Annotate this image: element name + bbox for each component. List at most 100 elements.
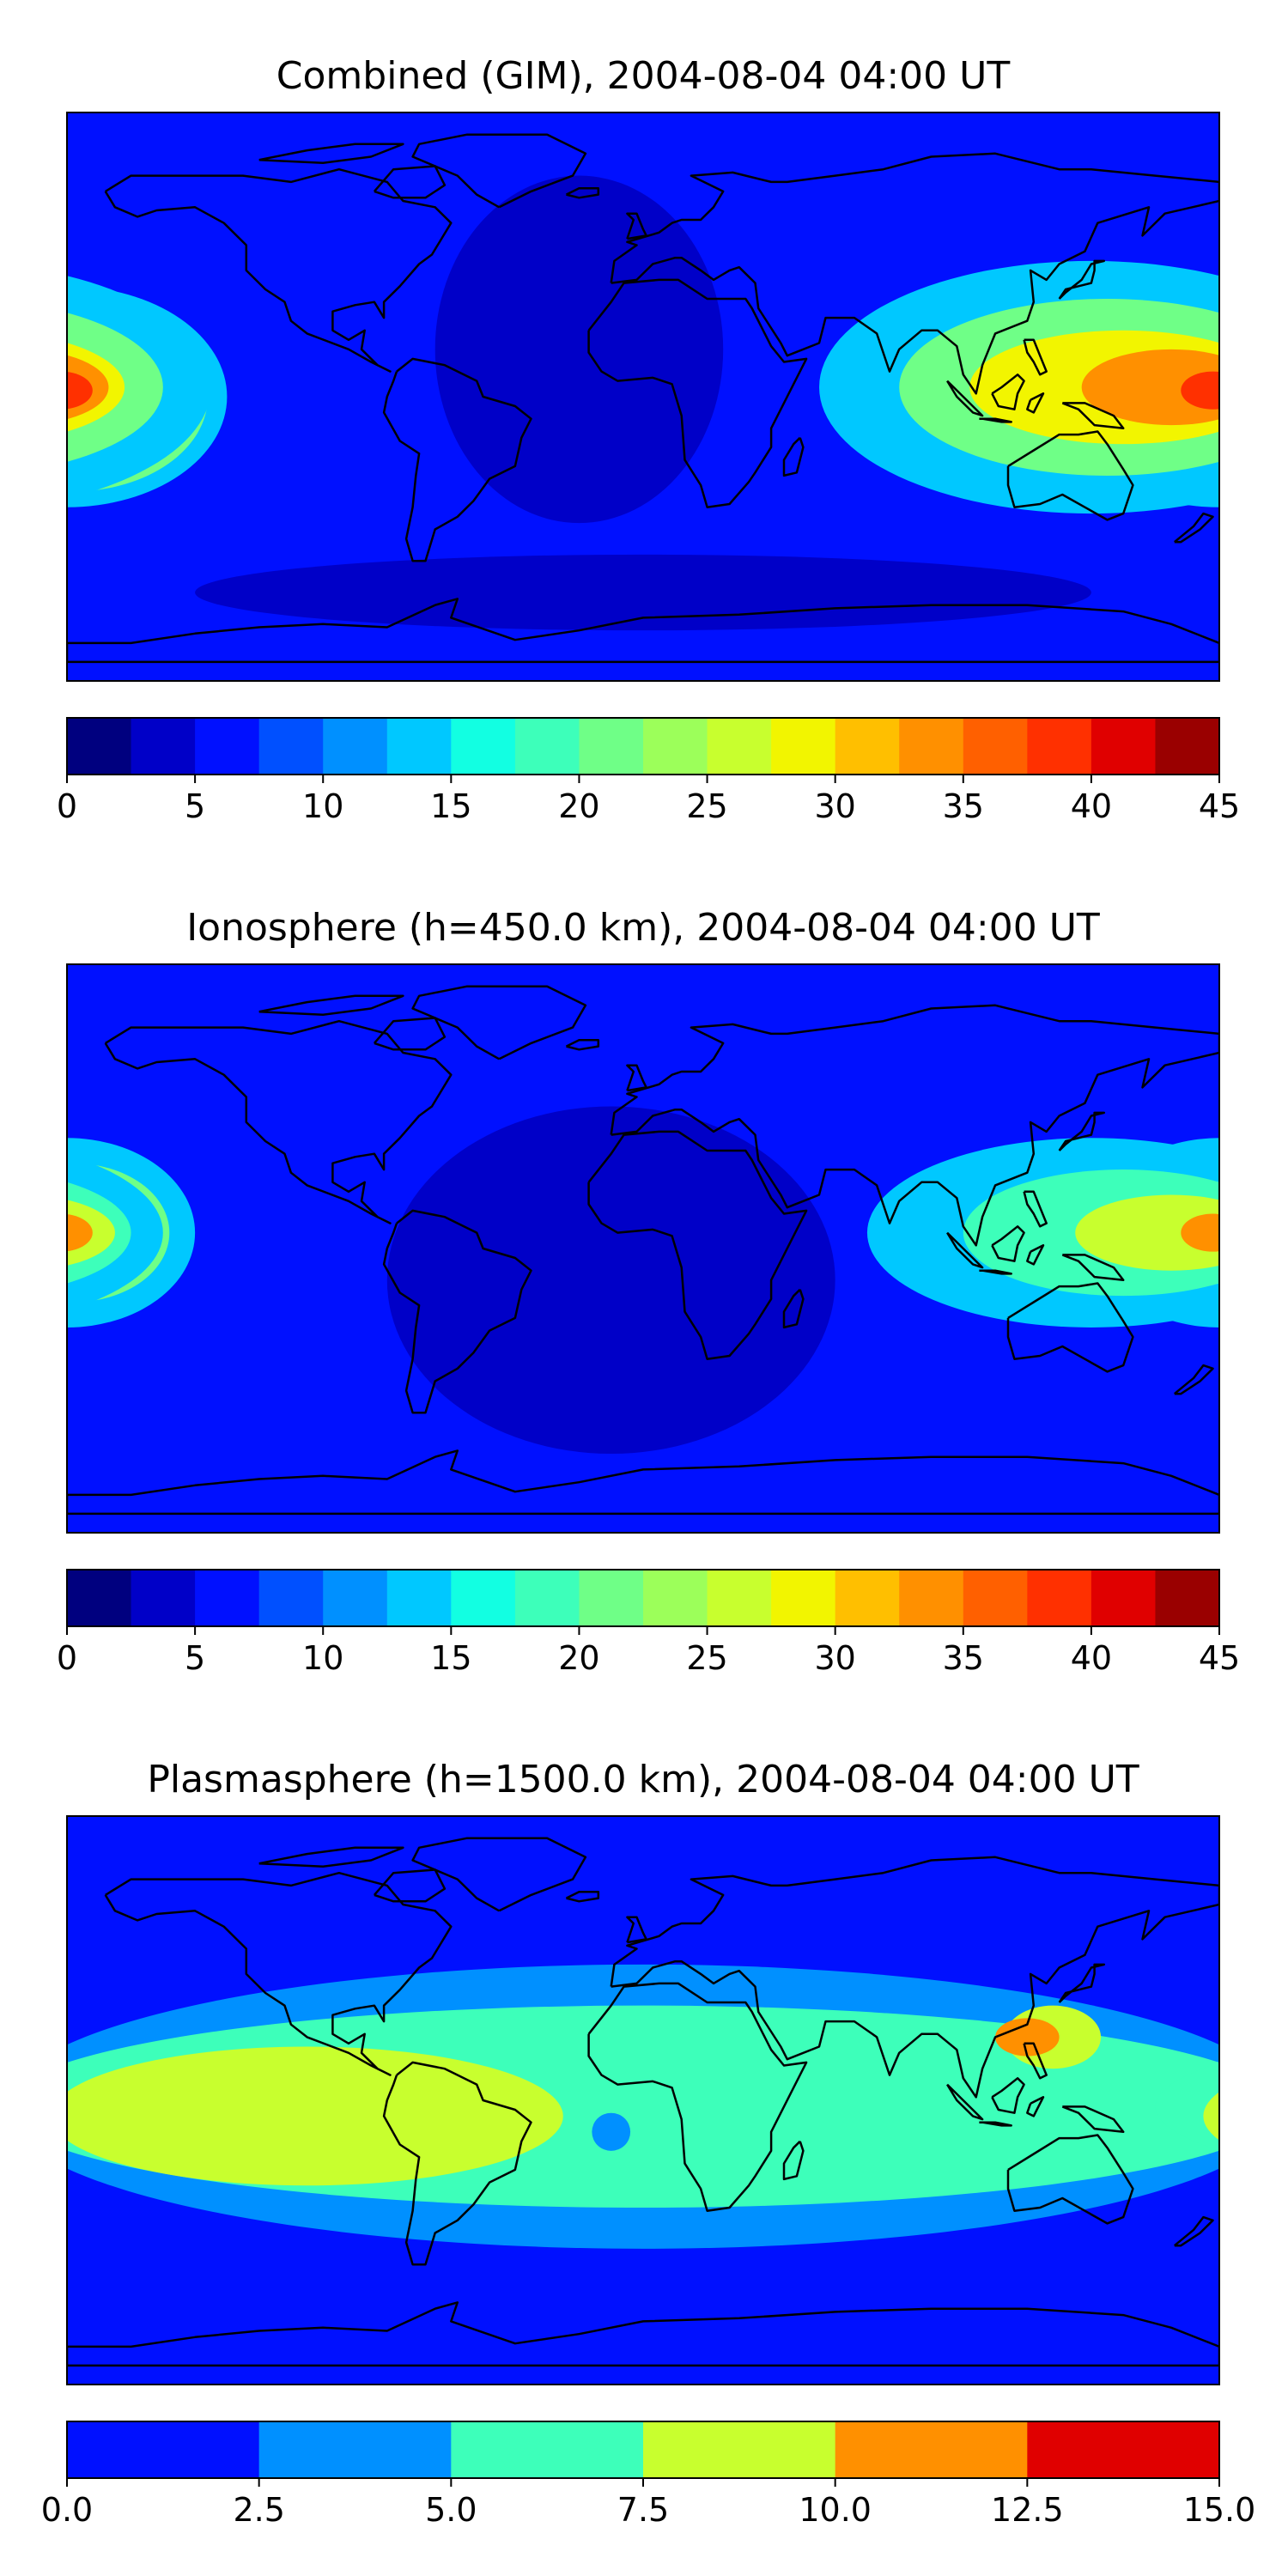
colorbar-tick-label: 25 [686, 1639, 727, 1677]
coastline [1026, 1244, 1045, 1266]
coastline [782, 436, 805, 477]
colorbar-swatch [707, 1570, 772, 1626]
colorbar-tick-label: 35 [943, 787, 984, 825]
coastline [373, 1017, 447, 1051]
coastline [1061, 1254, 1125, 1282]
coastline [626, 212, 647, 240]
colorbar-tick-label: 12.5 [991, 2491, 1064, 2529]
colorbar-swatch [835, 718, 900, 775]
coastline [1061, 402, 1125, 430]
coastline [258, 994, 404, 1017]
colorbar-tick-label: 40 [1071, 1639, 1112, 1677]
coastline [411, 985, 587, 1060]
coastline [411, 133, 587, 209]
colorbar-swatch [451, 718, 516, 775]
coastline [67, 1449, 1219, 1516]
coastline [1023, 1190, 1048, 1228]
colorbar-swatch [131, 718, 196, 775]
colorbar-tick-label: 35 [943, 1639, 984, 1677]
colorbar-swatch [514, 1570, 580, 1626]
map-frame [66, 112, 1220, 682]
panel-title: Combined (GIM), 2004-08-04 04:00 UT [276, 54, 1011, 98]
colorbar-tick-label: 40 [1071, 787, 1112, 825]
colorbar-tick-label: 20 [558, 787, 599, 825]
contour-region [434, 175, 724, 524]
colorbar-tick-label: 10 [302, 1639, 343, 1677]
panel-title: Plasmasphere (h=1500.0 km), 2004-08-04 0… [147, 1758, 1139, 1801]
contour-region [386, 1106, 835, 1455]
colorbar-swatch [579, 718, 644, 775]
coastline [1023, 338, 1048, 376]
coastlines [67, 985, 1219, 1516]
colorbar-tick-label: 45 [1199, 787, 1240, 825]
coastline [258, 1846, 404, 1868]
contour-region [195, 554, 1091, 631]
coastline [1058, 1963, 1106, 2003]
colorbar-tick-label: 45 [1199, 1639, 1240, 1677]
coastline [565, 187, 600, 199]
contour-region [67, 2046, 563, 2186]
colorbar-swatch [67, 718, 132, 775]
colorbar-swatch [643, 1570, 708, 1626]
colorbar-tick-label: 10.0 [799, 2491, 872, 2529]
colorbar-tick-label: 5 [185, 787, 205, 825]
colorbar-tick-label: 7.5 [617, 2491, 669, 2529]
coastline [610, 1856, 1219, 2099]
coastline [104, 1871, 453, 2076]
coastline [946, 1231, 984, 1269]
map-panel-plasmasphere [66, 1815, 1220, 2385]
heatmap-field [67, 964, 1219, 1533]
coastline [258, 143, 404, 165]
colorbar-tick-label: 5.0 [425, 2491, 477, 2529]
coastline [382, 2061, 532, 2266]
coastline [946, 2083, 984, 2121]
colorbar-swatch [195, 1570, 260, 1626]
colorbar-swatch [1155, 1570, 1220, 1626]
contour-region [1081, 349, 1219, 426]
colorbar-swatch [963, 718, 1028, 775]
colorbar-swatch [258, 718, 324, 775]
colorbar-swatch [835, 2421, 1028, 2478]
colorbar-swatch [1027, 718, 1092, 775]
coastline [411, 1837, 587, 1912]
coastline [946, 380, 984, 417]
coastline [382, 357, 532, 562]
colorbar-swatch [67, 2421, 260, 2478]
coastline [1174, 2215, 1214, 2247]
coastline [1006, 430, 1134, 521]
colorbar-swatch [771, 1570, 836, 1626]
colorbar-swatch [1027, 2421, 1220, 2478]
panel-title: Ionosphere (h=450.0 km), 2004-08-04 04:0… [186, 906, 1100, 950]
colorbar-swatch [323, 1570, 388, 1626]
colorbar-swatch [643, 718, 708, 775]
coastline [587, 1982, 808, 2212]
coastline [1023, 2042, 1048, 2080]
colorbar-swatch [323, 718, 388, 775]
coastline [991, 1225, 1025, 1262]
coastlines [67, 133, 1219, 664]
coastline [991, 374, 1025, 410]
coastline [587, 1130, 808, 1360]
coastline [1026, 392, 1045, 414]
coastline [1061, 2105, 1125, 2134]
coastline [1058, 259, 1106, 300]
coastline [67, 2301, 1219, 2367]
coastline [373, 1868, 447, 1903]
colorbar-plasmasphere: 0.0 2.5 5.0 7.5 10.0 12.5 15.0 [41, 2421, 1256, 2529]
contour-region [1203, 2092, 1219, 2141]
colorbar-swatch [1091, 718, 1156, 775]
colorbar-tick-label: 10 [302, 787, 343, 825]
contour-region [995, 2018, 1060, 2057]
coastline [1174, 512, 1214, 544]
colorbar-tick-label: 15.0 [1183, 2491, 1256, 2529]
colorbar-swatch [771, 718, 836, 775]
colorbar-swatch [67, 1570, 132, 1626]
coastline [1006, 2134, 1134, 2225]
coastline [782, 1288, 805, 1329]
colorbar-swatch [131, 1570, 196, 1626]
coastline [104, 1019, 453, 1224]
contour-region [1181, 371, 1219, 410]
colorbar-tick-label: 15 [430, 1639, 471, 1677]
colorbar-swatch [579, 1570, 644, 1626]
